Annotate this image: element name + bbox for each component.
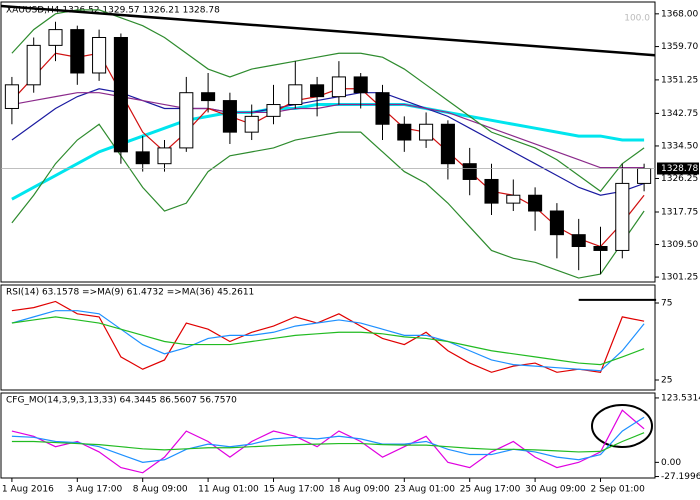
y-tick-label: 1342.75 — [661, 109, 698, 119]
indicator-line — [11, 316, 645, 366]
candle-body — [135, 151, 150, 165]
indicator-line — [11, 310, 645, 372]
mo-title: CFG_MO(14,3,9,3,13,33) 64.3445 86.5607 5… — [6, 396, 237, 406]
candle-body — [48, 29, 63, 46]
y-tick-label: 75 — [661, 299, 672, 309]
indicator-line — [11, 432, 645, 453]
y-tick-label: 25 — [661, 375, 672, 385]
indicator-line — [11, 9, 645, 193]
candle-body — [462, 163, 477, 180]
candle-body — [179, 92, 194, 149]
price-label: 1328.78 — [661, 164, 698, 174]
y-tick-label: 1317.75 — [661, 208, 698, 218]
candle-body — [266, 104, 281, 117]
y-tick-label: 1301.25 — [661, 273, 698, 283]
candle-body — [70, 29, 85, 74]
candle-body — [222, 100, 237, 133]
candle-body — [549, 210, 564, 236]
mo-panel — [0, 392, 656, 479]
rsi-panel — [0, 284, 656, 391]
x-tick-label: 2 Sep 01:00 — [591, 485, 646, 495]
candle-body — [288, 84, 303, 106]
indicator-line — [11, 300, 645, 373]
candle-body — [26, 44, 41, 86]
rsi-title: RSI(14) 63.1578 =>MA(9) 61.4732 =>MA(36)… — [6, 288, 254, 298]
candle-body — [310, 84, 325, 98]
x-tick-label: 25 Aug 17:00 — [460, 485, 521, 495]
x-tick-label: 18 Aug 09:00 — [329, 485, 390, 495]
x-tick-label: 1 Aug 2016 — [2, 485, 54, 495]
y-tick-label: 1351.25 — [661, 75, 698, 85]
candle-body — [157, 147, 172, 165]
candle-body — [506, 194, 521, 204]
candle-body — [92, 36, 107, 74]
y-tick-label: -27.1996 — [661, 472, 700, 482]
candle-body — [615, 182, 630, 251]
candle-body — [484, 178, 499, 204]
candle-body — [637, 168, 652, 184]
y-tick-label: 1368.00 — [661, 9, 698, 19]
main-panel — [0, 1, 656, 283]
y-tick-label: 123.5314 — [661, 393, 700, 403]
y-tick-label: 1309.50 — [661, 240, 698, 250]
y-tick-label: 1359.70 — [661, 42, 698, 52]
y-tick-label: 1334.50 — [661, 141, 698, 151]
x-tick-label: 11 Aug 01:00 — [198, 485, 259, 495]
x-tick-label: 23 Aug 01:00 — [394, 485, 455, 495]
y-tick-label: 0.00 — [661, 458, 681, 468]
candle-body — [244, 115, 259, 133]
circle-annotation — [591, 404, 653, 448]
candle-body — [201, 92, 216, 102]
candle-body — [571, 234, 586, 248]
y-tick-label: 1326.25 — [661, 174, 698, 184]
x-tick-label: 30 Aug 09:00 — [525, 485, 586, 495]
candle-body — [397, 123, 412, 141]
candle-body — [440, 123, 455, 165]
price-box — [657, 162, 699, 175]
x-tick-label: 8 Aug 09:00 — [133, 485, 188, 495]
main-title: XAUUSD,H4 1326.52 1329.57 1326.21 1328.7… — [6, 6, 220, 16]
candle-body — [353, 76, 368, 94]
x-tick-label: 3 Aug 17:00 — [67, 485, 122, 495]
candle-body — [375, 92, 390, 125]
trendline — [0, 4, 656, 57]
x-tick-label: 15 Aug 17:00 — [264, 485, 325, 495]
candle-body — [113, 36, 128, 153]
candle-body — [593, 246, 608, 251]
candle-body — [331, 76, 346, 98]
candle-body — [528, 194, 543, 212]
candle-body — [419, 123, 434, 141]
candle-body — [4, 84, 19, 109]
indicator-line — [11, 416, 645, 463]
annotation: 100.0 — [624, 14, 650, 24]
indicator-line — [11, 409, 645, 474]
